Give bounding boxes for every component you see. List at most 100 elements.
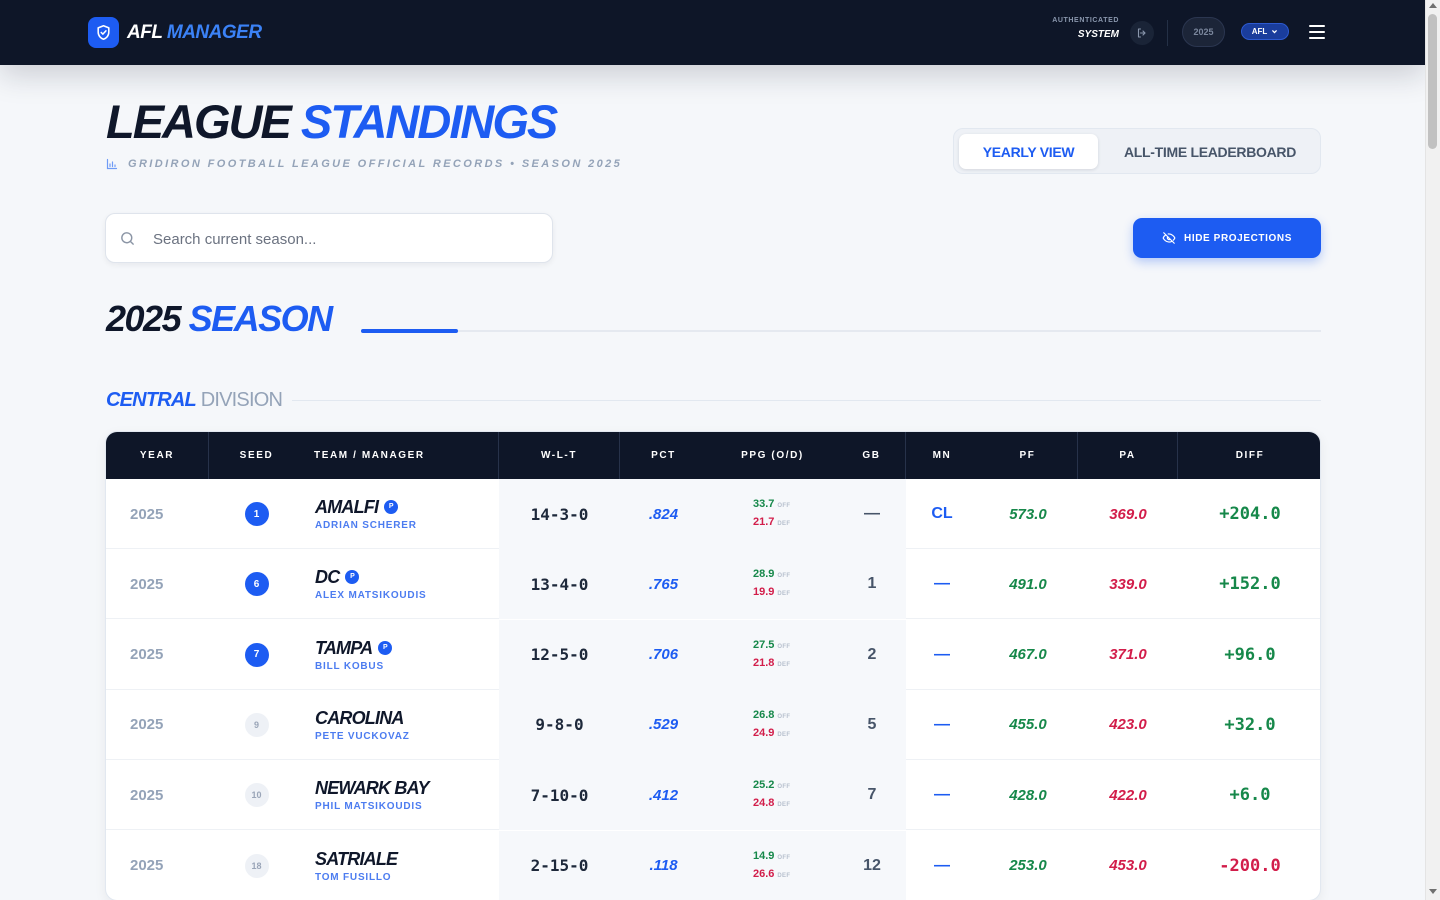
- year-cell: 2025: [130, 786, 164, 804]
- team-cell: NEWARK BAY PHIL MATSIKOUDIS: [304, 760, 499, 830]
- column-header-wlt[interactable]: W-L-T: [499, 432, 620, 479]
- division-heading: CENTRAL DIVISION: [106, 389, 283, 412]
- seed-cell: 10: [209, 760, 304, 830]
- ppg-defense: 21.8: [753, 656, 775, 669]
- search-input[interactable]: [153, 226, 533, 252]
- season-year-selector[interactable]: 2025: [1182, 17, 1225, 47]
- team-name[interactable]: AMALFI P: [315, 497, 399, 517]
- points-against-cell: 453.0: [1109, 857, 1147, 874]
- season-accent-bar: [361, 329, 458, 333]
- subtitle-text: GRIDIRON FOOTBALL LEAGUE OFFICIAL RECORD…: [128, 158, 623, 170]
- column-header-year[interactable]: YEAR: [106, 432, 209, 479]
- column-header-pct[interactable]: PCT: [651, 450, 676, 461]
- page-title-accent: STANDINGS: [300, 95, 558, 148]
- hide-projections-button[interactable]: HIDE PROJECTIONS: [1133, 218, 1321, 258]
- team-cell: DC P ALEX MATSIKOUDIS: [304, 549, 499, 619]
- point-diff-cell: +6.0: [1229, 785, 1271, 806]
- table-row[interactable]: 2025 6 DC P ALEX MATSIKOUDIS 13-4-0 .765 …: [106, 549, 1320, 620]
- playoff-badge: P: [384, 500, 399, 514]
- team-name[interactable]: CAROLINA: [315, 708, 404, 728]
- column-header-pa[interactable]: PA: [1078, 432, 1178, 479]
- scrollbar-thumb[interactable]: [1428, 14, 1437, 149]
- tab-all-time-leaderboard[interactable]: ALL-TIME LEADERBOARD: [1123, 143, 1297, 160]
- hamburger-menu-icon[interactable]: [1309, 24, 1327, 40]
- team-name[interactable]: TAMPA P: [315, 637, 393, 658]
- points-for-cell: 455.0: [1009, 716, 1047, 734]
- scroll-down-arrow-icon[interactable]: [1429, 889, 1437, 894]
- table-row[interactable]: 2025 1 AMALFI P ADRIAN SCHERER 14-3-0 .82…: [106, 479, 1320, 549]
- division-label: DIVISION: [200, 389, 283, 411]
- auth-status: AUTHENTICATED SYSTEM: [1040, 17, 1119, 40]
- ppg-defense-tag: DEF: [777, 802, 791, 809]
- column-header-pf[interactable]: PF: [978, 432, 1078, 479]
- page-scrollbar[interactable]: [1425, 0, 1440, 900]
- ppg-offense: 33.7: [753, 498, 775, 510]
- logout-button[interactable]: [1130, 21, 1154, 45]
- column-header-mn[interactable]: MN: [932, 450, 952, 461]
- team-name[interactable]: SATRIALE: [315, 849, 398, 869]
- point-diff-cell: +152.0: [1219, 574, 1281, 595]
- point-diff-cell: -200.0: [1219, 855, 1281, 876]
- table-row[interactable]: 2025 18 SATRIALE TOM FUSILLO 2-15-0 .118…: [106, 830, 1320, 900]
- year-cell: 2025: [130, 505, 164, 523]
- season-year: 2025: [106, 298, 182, 339]
- ppg-offense: 26.8: [753, 708, 775, 721]
- year-cell: 2025: [130, 857, 164, 874]
- points-for-cell: 491.0: [1009, 575, 1047, 593]
- manager-name: ALEX MATSIKOUDIS: [315, 590, 427, 602]
- league-selector-label: AFL: [1251, 27, 1268, 36]
- seed-badge: 9: [244, 712, 269, 737]
- ppg-offense-tag: OFF: [777, 854, 791, 861]
- top-navbar: AFL MANAGER AUTHENTICATED SYSTEM 2025 AF…: [0, 0, 1425, 65]
- team-name[interactable]: DC P: [315, 567, 360, 587]
- year-cell: 2025: [130, 716, 164, 734]
- ppg-offense-tag: OFF: [777, 643, 791, 650]
- page-title: LEAGUE STANDINGS: [106, 94, 558, 149]
- league-selector[interactable]: AFL: [1241, 23, 1289, 40]
- page-subtitle: GRIDIRON FOOTBALL LEAGUE OFFICIAL RECORD…: [106, 158, 622, 170]
- seed-cell: 6: [209, 549, 304, 619]
- table-row[interactable]: 2025 9 CAROLINA PETE VUCKOVAZ 9-8-0 .529…: [106, 689, 1320, 760]
- column-header-gb[interactable]: GB: [838, 432, 906, 479]
- games-back-cell: 12: [838, 830, 906, 900]
- app-logo[interactable]: AFL MANAGER: [88, 17, 262, 48]
- ppg-defense: 26.6: [753, 867, 775, 880]
- playoff-badge: P: [378, 640, 393, 655]
- ppg-offense-tag: OFF: [777, 573, 791, 580]
- column-header-diff[interactable]: DIFF: [1235, 450, 1265, 461]
- division-divider: [292, 400, 1321, 401]
- seed-cell: 9: [209, 690, 304, 760]
- table-row[interactable]: 2025 7 TAMPA P BILL KOBUS 12-5-0 .706 27.…: [106, 619, 1320, 690]
- tab-yearly-view[interactable]: YEARLY VIEW: [959, 134, 1098, 169]
- app-name-secondary: MANAGER: [166, 21, 262, 43]
- hide-projections-label: HIDE PROJECTIONS: [1184, 232, 1292, 244]
- point-diff-cell: +96.0: [1224, 644, 1276, 665]
- manager-name: PETE VUCKOVAZ: [315, 730, 410, 742]
- team-name-text: TAMPA: [315, 637, 373, 658]
- point-diff-cell: +204.0: [1219, 504, 1281, 524]
- seed-cell: 18: [209, 831, 304, 900]
- mn-cell: —: [934, 645, 950, 663]
- column-header-seed[interactable]: SEED: [239, 450, 274, 461]
- games-back-cell: 2: [838, 619, 906, 690]
- ppg-cell: 25.2 OFF 24.8 DEF: [707, 760, 838, 831]
- auth-label: AUTHENTICATED: [1052, 17, 1119, 24]
- logout-icon: [1137, 28, 1146, 38]
- scroll-up-arrow-icon[interactable]: [1429, 3, 1437, 8]
- ppg-offense: 27.5: [753, 638, 775, 651]
- pct-cell: .706: [620, 619, 707, 690]
- column-header-team[interactable]: TEAM / MANAGER: [304, 432, 499, 479]
- points-against-cell: 423.0: [1109, 716, 1147, 734]
- table-row[interactable]: 2025 10 NEWARK BAY PHIL MATSIKOUDIS 7-10…: [106, 760, 1320, 831]
- auth-user: SYSTEM: [1077, 29, 1119, 40]
- column-header-ppg[interactable]: PPG (O/D): [741, 450, 804, 461]
- ppg-defense-tag: DEF: [777, 731, 791, 738]
- team-name[interactable]: NEWARK BAY: [315, 778, 429, 798]
- record-cell: 2-15-0: [499, 830, 620, 900]
- mn-cell: —: [934, 856, 950, 874]
- shield-check-icon: [88, 17, 119, 48]
- ppg-defense-tag: DEF: [777, 521, 791, 527]
- manager-name: ADRIAN SCHERER: [315, 520, 417, 531]
- point-diff-cell: +32.0: [1224, 714, 1276, 735]
- team-name-text: NEWARK BAY: [315, 778, 429, 799]
